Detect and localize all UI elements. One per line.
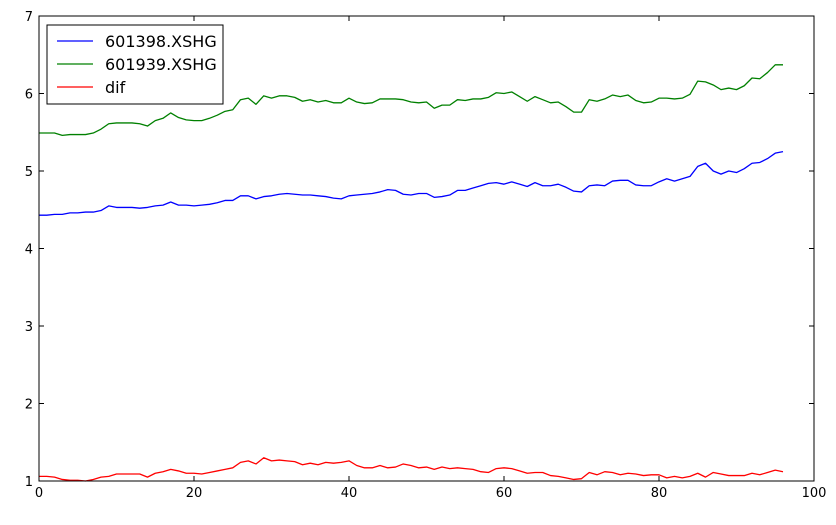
- legend-label-0: 601398.XSHG: [105, 32, 217, 51]
- legend-label-1: 601939.XSHG: [105, 55, 217, 74]
- x-tick-label: 80: [651, 486, 668, 501]
- x-tick-label: 20: [186, 486, 203, 501]
- legend: 601398.XSHG 601939.XSHG dif: [46, 24, 224, 105]
- x-tick-label: 0: [35, 486, 43, 501]
- y-tick-label: 3: [25, 320, 33, 335]
- series-line-2: [39, 457, 784, 482]
- x-tick-label: 100: [802, 486, 827, 501]
- plot-frame: [38, 15, 815, 482]
- y-tick-label: 1: [25, 475, 33, 490]
- y-tick-label: 4: [25, 243, 33, 258]
- y-tick-label: 2: [25, 398, 33, 413]
- y-tick-label: 5: [25, 165, 33, 180]
- series-line-0: [39, 150, 784, 216]
- x-tick-label: 40: [341, 486, 358, 501]
- y-tick-label: 7: [25, 10, 33, 25]
- legend-label-2: dif: [105, 78, 126, 97]
- series-line-1: [39, 64, 783, 137]
- y-tick-label: 6: [25, 88, 33, 103]
- series-layer: [39, 64, 784, 482]
- tick-layer: 0 20 40 60 80 100 1 2 3 4 5 6 7: [25, 10, 827, 501]
- x-tick-label: 60: [496, 486, 513, 501]
